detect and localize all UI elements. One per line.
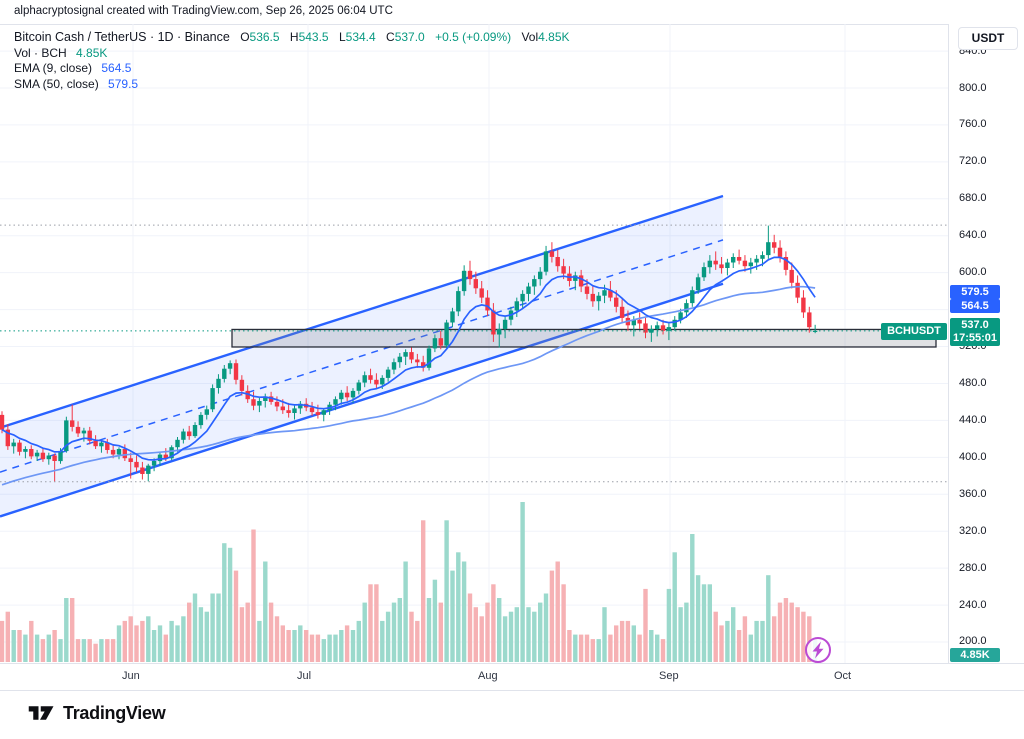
price-tick: 760.0: [959, 118, 987, 130]
time-tick: Jul: [297, 670, 312, 682]
open-label: O: [240, 30, 250, 44]
legend-symbol-row: Bitcoin Cash / TetherUS · 1D · Binance O…: [14, 30, 570, 45]
vol-indicator-value: 4.85K: [76, 45, 108, 60]
tradingview-brand-text: TradingView: [63, 702, 166, 723]
price-tick: 600.0: [959, 266, 987, 278]
footer: TradingView: [0, 690, 1024, 739]
price-tick: 680.0: [959, 192, 987, 204]
time-tick: Oct: [834, 670, 852, 682]
chart-frame: [0, 24, 1024, 691]
price-tick: 200.0: [959, 635, 987, 647]
ema-indicator-value: 564.5: [101, 61, 132, 75]
attribution-text: alphacryptosignal created with TradingVi…: [14, 5, 393, 17]
price-tick: 400.0: [959, 451, 987, 463]
price-tick: 800.0: [959, 82, 987, 94]
price-tick: 360.0: [959, 488, 987, 500]
time-tick: Jun: [122, 670, 140, 682]
open-value: 536.5: [249, 30, 280, 44]
tradingview-logo[interactable]: TradingView: [28, 702, 166, 724]
low-value: 534.4: [345, 30, 376, 44]
lightning-icon: [805, 637, 831, 663]
change-value: +0.5 (+0.09%): [435, 30, 512, 44]
legend-ema-row: EMA (9, close) 564.5: [14, 61, 570, 76]
legend-sma-row: SMA (50, close) 579.5: [14, 77, 570, 92]
last-price-value: 537.0: [961, 319, 989, 331]
price-tick: 480.0: [959, 377, 987, 389]
price-tick: 320.0: [959, 525, 987, 537]
legend-volume-row: Vol · BCH 4.85K: [14, 46, 570, 61]
bar-countdown: 17:55:01: [952, 332, 998, 344]
price-tick: 640.0: [959, 229, 987, 241]
high-label: H: [289, 30, 299, 44]
ema-price-label: 564.5: [950, 299, 1000, 313]
close-label: C: [386, 30, 395, 44]
price-axis[interactable]: USDT 840.0 800.0 760.0 720.0 680.0 640.0 600.0…: [948, 24, 1024, 663]
time-axis[interactable]: Jun Jul Aug Sep Oct: [0, 663, 1024, 691]
volume-value: 4.85K: [538, 30, 570, 44]
symbol-title: Bitcoin Cash / TetherUS · 1D · Binance: [14, 30, 230, 44]
tradingview-logo-icon: [28, 706, 54, 720]
close-value: 537.0: [394, 30, 425, 44]
sma-indicator-value: 579.5: [108, 76, 139, 91]
high-value: 543.5: [298, 30, 329, 44]
price-tick: 280.0: [959, 562, 987, 574]
symbol-price-tag: BCHUSDT: [881, 323, 947, 340]
last-price-label: 537.0 17:55:01: [950, 318, 1000, 346]
ema-indicator-label: EMA (9, close): [14, 61, 93, 75]
time-tick: Aug: [478, 670, 498, 682]
vol-indicator-label: Vol · BCH: [14, 45, 67, 60]
time-tick: Sep: [659, 670, 679, 682]
volume-label: Vol: [521, 30, 539, 44]
sma-price-label: 579.5: [950, 285, 1000, 299]
low-label: L: [338, 30, 346, 44]
price-tick: 720.0: [959, 155, 987, 167]
price-tick: 440.0: [959, 414, 987, 426]
price-tick: 240.0: [959, 599, 987, 611]
sma-indicator-label: SMA (50, close): [14, 76, 99, 91]
currency-toggle-button[interactable]: USDT: [958, 27, 1018, 50]
chart-legend: Bitcoin Cash / TetherUS · 1D · Binance O…: [14, 30, 570, 92]
volume-axis-label: 4.85K: [950, 648, 1000, 662]
